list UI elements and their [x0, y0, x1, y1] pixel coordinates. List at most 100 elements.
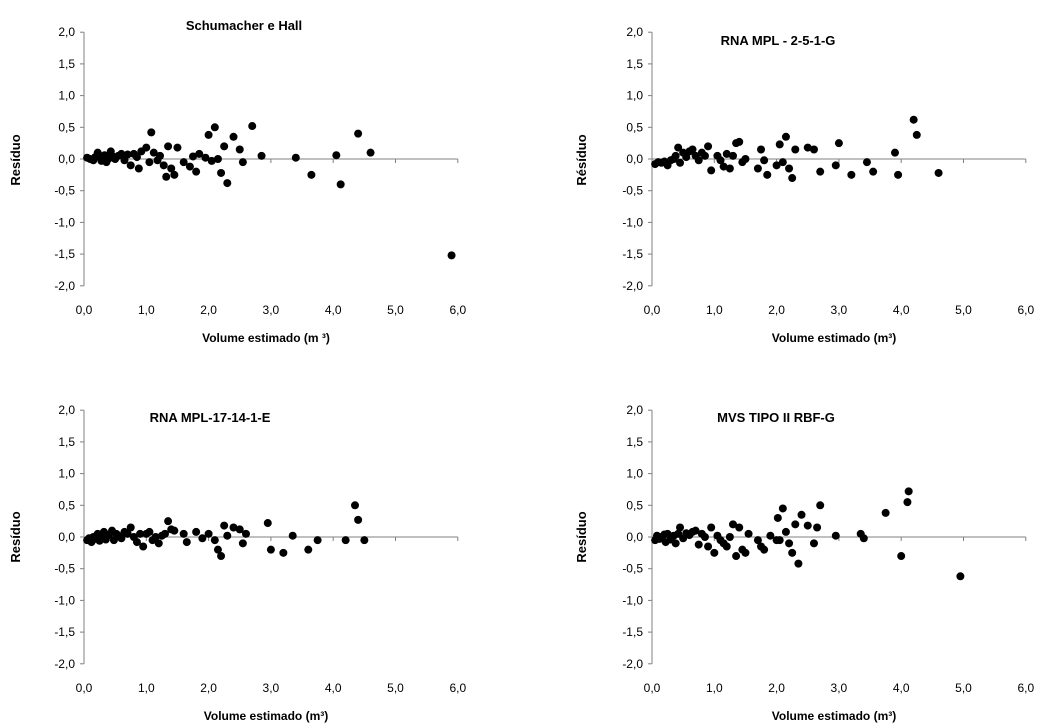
x-tick-label: 4,0 — [893, 681, 910, 695]
data-point — [688, 145, 697, 154]
x-tick-label: 3,0 — [831, 681, 848, 695]
data-point — [354, 515, 363, 524]
data-point — [189, 152, 198, 161]
y-tick-label: 0,0 — [58, 152, 75, 166]
data-point — [781, 527, 790, 536]
data-point — [248, 122, 257, 131]
chart-title: Schumacher e Hall — [186, 18, 302, 33]
data-point — [859, 534, 868, 543]
data-point — [881, 508, 890, 517]
data-point — [145, 158, 154, 167]
x-tick-label: 6,0 — [1017, 303, 1034, 317]
data-point — [179, 529, 188, 538]
data-point — [722, 149, 731, 158]
data-point — [809, 145, 818, 154]
data-point — [803, 521, 812, 530]
y-tick-label: 1,0 — [58, 467, 75, 481]
y-tick-label: 1,5 — [626, 57, 643, 71]
data-point — [897, 552, 906, 561]
x-tick-label: 4,0 — [325, 303, 342, 317]
data-point — [263, 519, 272, 528]
data-point — [313, 536, 322, 545]
data-point — [304, 545, 313, 554]
data-point — [741, 155, 750, 163]
data-point — [257, 151, 266, 160]
data-point — [229, 523, 238, 532]
data-point — [725, 533, 734, 541]
data-point — [204, 130, 213, 139]
y-tick-label: 0,5 — [626, 498, 643, 512]
y-axis-label: Resíduo — [8, 134, 23, 185]
data-point — [676, 158, 685, 167]
x-tick-label: 5,0 — [387, 303, 404, 317]
data-point — [728, 151, 737, 160]
y-tick-label: -1,5 — [54, 247, 75, 261]
data-point — [341, 536, 350, 545]
data-point — [766, 531, 775, 540]
data-point — [890, 148, 899, 157]
y-tick-label: 0,0 — [626, 152, 643, 166]
x-tick-label: 3,0 — [263, 303, 280, 317]
data-point — [336, 180, 345, 189]
data-point — [772, 161, 781, 170]
data-point — [447, 251, 456, 260]
y-tick-label: -2,0 — [622, 657, 643, 671]
x-axis-label: Volume estimado (m ³) — [202, 331, 330, 345]
y-tick-label: -1,5 — [54, 625, 75, 639]
y-tick-label: 0,5 — [58, 120, 75, 134]
data-point — [788, 174, 797, 183]
data-point — [156, 151, 165, 160]
data-point — [207, 156, 216, 165]
y-tick-label: -1,0 — [622, 593, 643, 607]
data-point — [198, 534, 207, 543]
data-point — [710, 548, 719, 557]
panel-rna-mpl-17-14-1-e: RNA MPL-17-14-1-E Resíduo Volume estimad… — [8, 403, 466, 723]
x-tick-label: 2,0 — [768, 681, 785, 695]
data-point — [192, 527, 201, 536]
y-tick-label: -0,5 — [622, 562, 643, 576]
y-tick-label: -1,5 — [622, 247, 643, 261]
data-point — [794, 559, 803, 568]
y-axis-label: Resíduo — [8, 511, 23, 562]
data-point — [185, 162, 194, 171]
data-point — [707, 166, 716, 175]
data-point — [704, 542, 713, 551]
x-axis-label: Volume estimado (m³) — [204, 709, 328, 723]
data-point — [760, 545, 769, 554]
data-point — [217, 552, 226, 561]
data-point — [151, 533, 160, 541]
x-tick-label: 5,0 — [955, 681, 972, 695]
data-point — [182, 538, 191, 547]
data-point — [704, 142, 713, 151]
data-point — [778, 504, 787, 513]
data-point — [903, 498, 912, 507]
data-point — [210, 536, 219, 545]
data-point — [126, 161, 135, 170]
data-point — [757, 145, 766, 154]
data-point — [741, 548, 750, 557]
x-tick-label: 0,0 — [76, 303, 93, 317]
y-axis-label: Resíduo — [574, 511, 589, 562]
panel-schumacher-hall: Schumacher e Hall Resíduo Volume estimad… — [8, 18, 466, 345]
data-point — [213, 545, 222, 554]
data-point — [791, 145, 800, 154]
data-point — [162, 172, 171, 181]
data-point — [716, 156, 725, 165]
data-point — [354, 129, 363, 138]
data-point — [778, 158, 787, 167]
x-tick-label: 2,0 — [200, 303, 217, 317]
y-tick-label: -2,0 — [54, 279, 75, 293]
data-point — [722, 542, 731, 551]
y-tick-label: 1,0 — [626, 467, 643, 481]
data-point — [154, 539, 163, 548]
panel-mvs-tipo-ii-rbf-g: MVS TIPO II RBF-G Resíduo Volume estimad… — [574, 403, 1034, 723]
x-tick-label: 0,0 — [644, 681, 661, 695]
data-point — [735, 137, 744, 146]
data-point — [139, 542, 148, 551]
data-point — [332, 151, 341, 160]
y-tick-label: -1,0 — [622, 215, 643, 229]
data-point — [170, 170, 179, 179]
data-point — [229, 132, 238, 141]
panel-rna-mpl-2-5-1-g: RNA MPL - 2-5-1-G Résíduo Volume estimad… — [574, 25, 1034, 345]
y-tick-label: -0,5 — [54, 562, 75, 576]
